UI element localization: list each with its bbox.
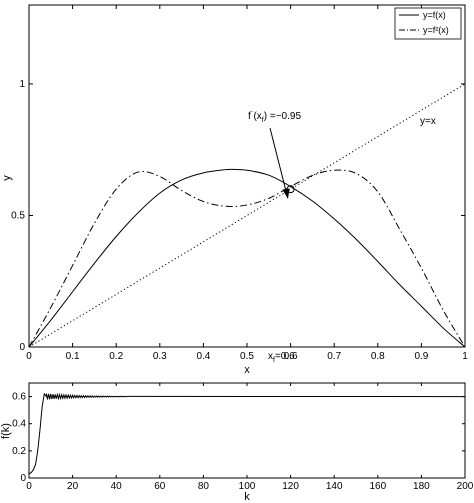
fixed-point-label: xf=0.6 bbox=[268, 351, 295, 364]
top-x-tick-label: 0.6 bbox=[284, 351, 298, 362]
top-x-tick-label: 0.5 bbox=[240, 351, 254, 362]
bottom-y-ticks: 0 0.2 0.4 0.6 bbox=[12, 392, 465, 484]
f2-curve-line bbox=[28, 169, 466, 348]
top-x-tick-label: 0.7 bbox=[327, 351, 341, 362]
bottom-plot: 0 20 40 60 80 100 120 140 160 180 200 0 0.2 0.4 0.6 k… bbox=[0, 382, 474, 503]
bottom-x-tick-label: 60 bbox=[154, 481, 166, 492]
top-x-tick-label: 0 bbox=[26, 351, 32, 362]
legend-box bbox=[394, 7, 462, 40]
top-y-tick-label: 1 bbox=[19, 79, 25, 90]
slope-arrow-head bbox=[282, 188, 290, 199]
bottom-y-tick-label: 0.4 bbox=[12, 419, 26, 430]
top-x-tick-label: 0.4 bbox=[196, 351, 210, 362]
bottom-x-tick-label: 100 bbox=[239, 481, 256, 492]
top-x-tick-label: 0.8 bbox=[371, 351, 385, 362]
identity-line bbox=[28, 83, 466, 348]
top-x-tick-label: 1 bbox=[462, 351, 468, 362]
bottom-y-axis-label: f(k) bbox=[0, 423, 12, 439]
top-x-tick-label: 0.2 bbox=[109, 351, 123, 362]
bottom-x-tick-label: 180 bbox=[413, 481, 430, 492]
bottom-x-tick-label: 40 bbox=[111, 481, 123, 492]
bottom-x-tick-label: 0 bbox=[26, 481, 32, 492]
legend-label-f: y=f(x) bbox=[423, 10, 446, 20]
bottom-x-tick-label: 160 bbox=[369, 481, 386, 492]
bottom-x-tick-label: 20 bbox=[67, 481, 79, 492]
bottom-x-ticks: 0 20 40 60 80 100 120 140 160 180 200 bbox=[26, 383, 474, 492]
top-plot-frame bbox=[28, 4, 466, 348]
bottom-y-tick-label: 0.2 bbox=[12, 446, 26, 457]
bottom-y-tick-label: 0.6 bbox=[12, 392, 26, 403]
bottom-x-tick-label: 80 bbox=[198, 481, 210, 492]
top-plot: 0 0.1 0.2 0.3 0.4 0.5 0.6 0.7 0.8 0.9 1 00.51 x y … bbox=[1, 4, 468, 376]
legend-label-f2: y=f²(x) bbox=[423, 25, 449, 35]
top-x-tick-label: 0.1 bbox=[66, 351, 80, 362]
top-y-ticks: 00.51 bbox=[11, 79, 465, 353]
identity-line-label: y=x bbox=[420, 116, 436, 127]
bottom-x-axis-label: k bbox=[244, 491, 250, 503]
top-y-tick-label: 0.5 bbox=[11, 210, 25, 221]
top-y-axis-label: y bbox=[1, 175, 13, 181]
bottom-x-tick-label: 120 bbox=[282, 481, 299, 492]
bottom-x-tick-label: 140 bbox=[326, 481, 343, 492]
slope-annotation: f·(xf) =−0.95 bbox=[248, 107, 301, 199]
top-x-tick-label: 0.9 bbox=[414, 351, 428, 362]
top-y-tick-label: 0 bbox=[19, 342, 25, 353]
slope-arrow-line bbox=[269, 127, 287, 192]
top-series-group bbox=[28, 83, 466, 348]
bottom-y-tick-label: 0 bbox=[20, 473, 26, 484]
bottom-series-line bbox=[28, 392, 466, 475]
slope-label: f·(xf) =−0.95 bbox=[248, 107, 301, 124]
bottom-x-tick-label: 200 bbox=[457, 481, 474, 492]
bottom-plot-frame bbox=[28, 382, 466, 479]
top-x-axis-label: x bbox=[244, 364, 250, 376]
f-curve-line bbox=[28, 168, 466, 348]
top-x-tick-label: 0.3 bbox=[153, 351, 167, 362]
legend: y=f(x) y=f²(x) bbox=[394, 7, 462, 40]
